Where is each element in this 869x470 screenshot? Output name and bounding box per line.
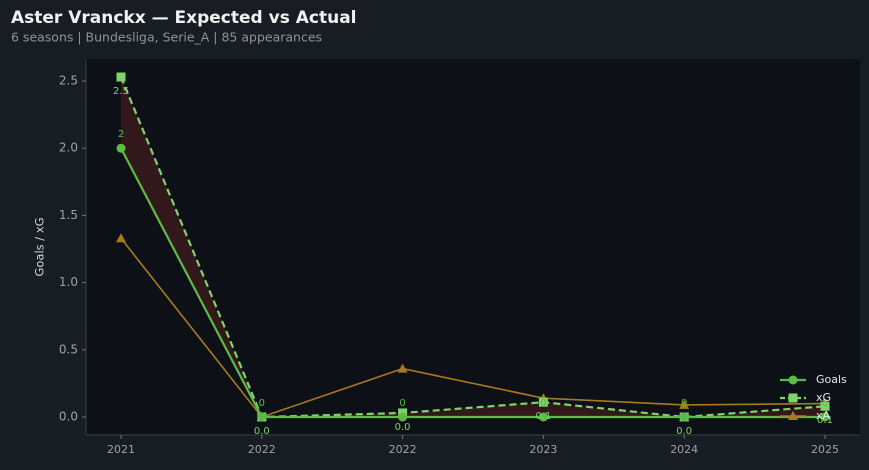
value-label: 0 (399, 398, 405, 409)
plot-area (86, 59, 860, 435)
x-tick-label: 2022 (389, 443, 417, 456)
point (538, 412, 548, 422)
point (788, 393, 798, 403)
point (538, 397, 548, 407)
chart-title: Aster Vranckx — Expected vs Actual (11, 8, 357, 28)
legend-label: xA (816, 409, 831, 422)
chart-subtitle: 6 seasons | Bundesliga, Serie_A | 85 app… (11, 30, 322, 45)
value-label: 0.0 (676, 426, 692, 437)
value-label: 0 (540, 398, 546, 409)
legend-label: Goals (816, 373, 847, 386)
point (116, 72, 126, 82)
point (116, 143, 126, 153)
point (397, 363, 408, 373)
x-tick-label: 2024 (670, 443, 698, 456)
y-tick-label: 0.0 (59, 409, 78, 423)
point (116, 233, 126, 243)
point (788, 411, 798, 420)
y-tick-label: 2.5 (59, 74, 78, 88)
point (257, 412, 267, 422)
y-tick-label: 1.0 (59, 275, 78, 289)
x-tick-label: 2025 (811, 443, 839, 456)
series-line (119, 76, 826, 419)
point (820, 401, 830, 411)
y-tick-label: 2.0 (59, 141, 78, 155)
value-label: 2 (118, 129, 124, 140)
y-axis-label: Goals / xG (33, 217, 47, 276)
legend-label: xG (816, 391, 831, 404)
x-tick-label: 2023 (529, 443, 557, 456)
value-label: 0.0 (395, 422, 411, 433)
point (398, 412, 408, 422)
value-label: 0 (822, 398, 828, 409)
x-tick-label: 2022 (248, 443, 276, 456)
series-line (120, 147, 825, 419)
y-tick-label: 0.5 (59, 342, 78, 356)
series-line (120, 237, 826, 418)
x-tick-label: 2021 (107, 443, 135, 456)
point (679, 412, 689, 422)
y-tick-label: 1.5 (59, 208, 78, 222)
value-label: 0 (681, 398, 687, 409)
value-label: 0.1 (817, 415, 833, 426)
value-label: 0 (259, 398, 265, 409)
point (820, 412, 830, 422)
value-label: 2.5 (113, 86, 129, 97)
value-label: 0.1 (535, 411, 551, 422)
point (679, 399, 690, 409)
value-label: 0.0 (254, 426, 270, 437)
point (788, 375, 798, 385)
